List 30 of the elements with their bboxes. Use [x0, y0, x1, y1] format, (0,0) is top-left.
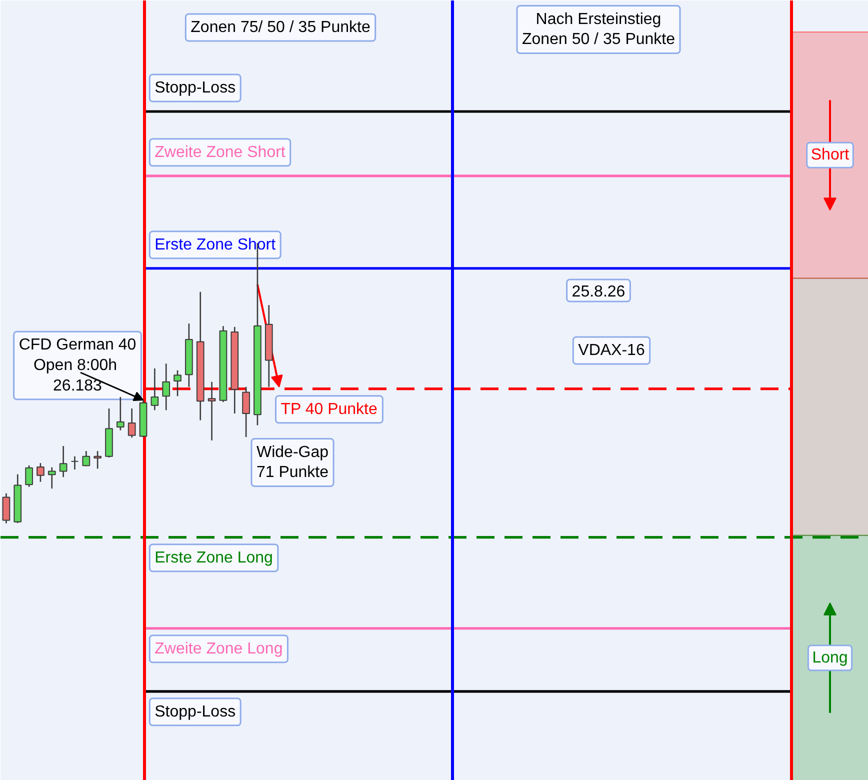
candlestick	[70, 456, 79, 470]
candlestick	[36, 462, 44, 483]
candlestick	[116, 396, 124, 431]
ref-line-label: Zweite Zone Long	[154, 640, 283, 658]
candlestick	[208, 381, 216, 442]
candlestick	[162, 362, 170, 411]
candlestick	[150, 368, 159, 411]
candlestick	[2, 492, 10, 524]
candlestick	[25, 464, 33, 488]
text: Zonen 75/ 50 / 35 Punkte	[190, 19, 370, 36]
ref-line-label: Erste Zone Long	[154, 549, 273, 566]
candlestick	[128, 408, 136, 438]
band-label: Long	[812, 649, 848, 666]
legend-label: TP 40 Punkte	[280, 400, 378, 418]
text: Nach Ersteinstieg Zonen 50 / 35 Punkte	[522, 10, 676, 48]
annotation: 25.8.26	[572, 284, 626, 300]
ref-line-label: Erste Zone Short	[154, 236, 276, 254]
candlestick	[94, 450, 102, 470]
ref-line-label: Zweite Zone Short	[154, 144, 286, 161]
band-label: Short	[810, 146, 850, 164]
annotation: VDAX-16	[578, 342, 645, 359]
candlestick	[59, 445, 68, 478]
annotation: Wide-Gap 71 Punkte	[256, 444, 329, 482]
candlestick	[174, 370, 182, 397]
ref-line-label: Stopp-Loss	[154, 80, 236, 96]
ref-line-label: Stopp-Loss	[154, 703, 236, 720]
annotation: CFD German 40 Open 8:00h 26.183	[18, 336, 136, 394]
candlestick	[242, 386, 250, 438]
candlestick	[82, 450, 90, 467]
candlestick	[48, 466, 56, 490]
